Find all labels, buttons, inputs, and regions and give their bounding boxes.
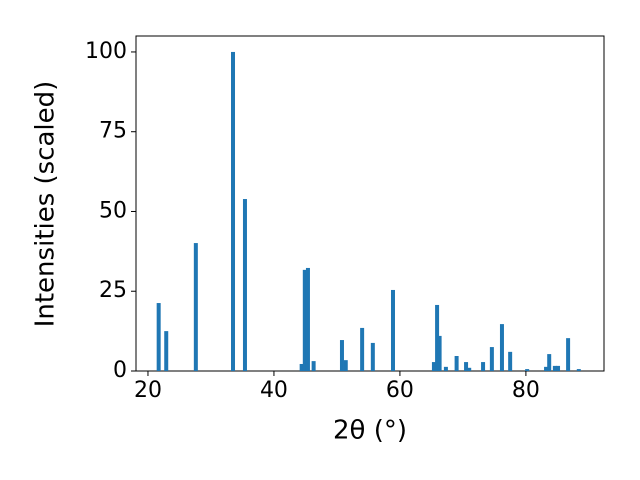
bar [311,361,316,371]
bar [566,338,571,371]
bar [435,304,440,371]
bar [390,289,395,371]
y-tick-label: 50 [99,198,127,223]
bar [547,354,552,371]
bar [467,367,472,371]
bar [499,324,504,371]
bar [544,366,549,371]
bar [552,365,557,371]
bar [576,369,581,371]
y-tick-label: 0 [113,358,127,383]
bar [454,356,459,371]
bar [370,342,375,371]
bar [360,327,365,371]
bar [525,369,530,371]
bar [299,363,304,371]
x-tick-label: 40 [260,378,288,403]
bar [343,360,348,371]
bar [489,347,494,371]
x-axis-label: 2θ (°) [333,416,407,446]
bar [437,335,442,371]
x-tick-label: 20 [134,378,162,403]
bar [464,362,469,371]
y-tick-label: 25 [99,278,127,303]
bar [302,269,307,371]
bar [443,366,448,371]
bar [431,362,436,371]
bar [508,351,513,371]
bar [481,362,486,371]
x-tick-label: 80 [512,378,540,403]
bar [156,303,161,371]
bar [193,243,198,371]
plot-frame [135,35,605,372]
y-tick-label: 75 [99,119,127,144]
bar [556,365,561,371]
bar [231,51,236,371]
y-axis-label: Intensities (scaled) [31,81,61,328]
bar [339,340,344,371]
bar [164,331,169,371]
bar [242,199,247,371]
bar [305,267,310,371]
x-tick-label: 60 [386,378,414,403]
y-tick-label: 100 [85,39,127,64]
